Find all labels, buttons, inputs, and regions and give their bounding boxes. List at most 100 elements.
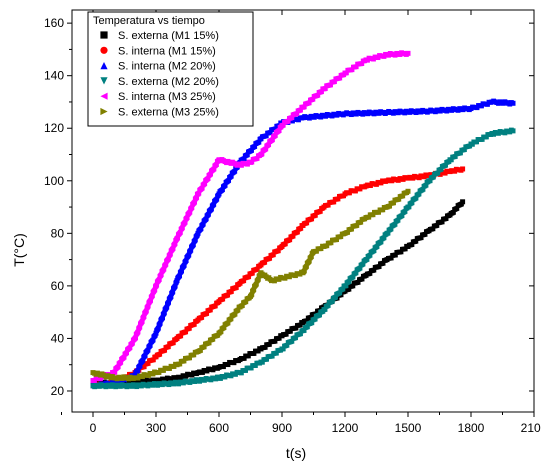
data-point — [150, 337, 156, 343]
data-point — [346, 286, 352, 292]
data-point — [370, 212, 376, 218]
data-point — [371, 267, 377, 273]
data-point — [422, 231, 428, 237]
data-point — [378, 239, 384, 245]
data-point — [267, 276, 273, 282]
data-point — [344, 70, 349, 76]
data-point — [335, 196, 341, 202]
data-point — [470, 141, 475, 147]
data-point — [318, 246, 324, 252]
data-point — [305, 324, 310, 330]
data-point — [388, 255, 394, 261]
data-point — [366, 214, 372, 220]
data-point — [162, 310, 167, 316]
data-point — [381, 235, 387, 241]
data-point — [109, 382, 115, 388]
data-point — [364, 257, 370, 262]
data-point — [282, 241, 288, 247]
data-point — [182, 219, 188, 225]
data-point — [398, 249, 404, 255]
data-point — [239, 370, 244, 376]
data-point — [423, 182, 429, 188]
data-point — [179, 268, 184, 274]
data-point — [299, 115, 304, 121]
data-point — [325, 202, 331, 208]
data-point — [214, 196, 220, 202]
data-point — [362, 216, 368, 222]
data-point — [192, 199, 198, 205]
data-point — [345, 230, 351, 235]
x-tick-label: 900 — [272, 421, 292, 435]
legend: Temperatura vs tiempo S. externa (M1 15%)… — [87, 11, 254, 127]
data-point — [154, 282, 160, 288]
data-point — [278, 245, 284, 250]
data-point — [166, 256, 171, 262]
data-point — [474, 139, 479, 145]
data-point — [314, 248, 319, 254]
data-point — [353, 270, 359, 276]
data-point — [162, 347, 168, 353]
data-point — [367, 252, 373, 258]
data-point — [276, 335, 282, 341]
data-point — [310, 96, 316, 102]
data-point — [409, 242, 415, 247]
data-point — [328, 240, 334, 246]
data-point — [178, 333, 184, 339]
data-point — [278, 274, 283, 280]
data-point — [304, 264, 309, 269]
data-point — [141, 314, 147, 320]
data-point — [322, 86, 328, 91]
data-point — [435, 170, 441, 176]
legend-item: S. externa (M1 15%) — [100, 30, 219, 42]
data-point — [446, 159, 452, 164]
data-point — [157, 320, 163, 326]
data-point — [194, 232, 200, 238]
data-point — [206, 211, 211, 217]
data-point — [388, 226, 394, 232]
data-point — [376, 209, 381, 215]
data-point — [221, 325, 227, 331]
data-point — [309, 216, 315, 222]
data-point — [334, 237, 339, 243]
data-point — [160, 315, 165, 321]
data-point — [362, 184, 367, 190]
data-point — [259, 151, 265, 157]
data-point — [272, 133, 278, 138]
data-point — [312, 212, 318, 218]
data-point — [343, 283, 349, 289]
data-point — [324, 243, 330, 249]
data-point — [396, 196, 402, 202]
x-tick-label: 1500 — [395, 421, 422, 435]
data-point — [462, 147, 467, 153]
data-point — [376, 264, 382, 269]
data-point — [274, 350, 279, 356]
data-point — [199, 185, 205, 191]
data-point — [445, 169, 451, 174]
data-point — [184, 215, 190, 221]
data-point — [293, 335, 298, 341]
data-point — [267, 130, 273, 135]
data-point — [304, 220, 310, 226]
data-point — [257, 360, 262, 366]
data-point — [225, 320, 231, 326]
data-point — [452, 154, 458, 159]
x-tick-label: 600 — [209, 421, 229, 435]
data-point — [222, 183, 228, 188]
data-point — [484, 134, 489, 140]
data-point — [200, 221, 206, 227]
data-point — [328, 82, 333, 88]
data-point — [458, 167, 464, 173]
data-point — [312, 316, 318, 322]
data-point — [130, 340, 135, 346]
data-point — [170, 289, 176, 295]
legend-label: S. externa (M3 25%) — [118, 107, 219, 119]
data-point — [299, 320, 304, 325]
legend-item: S. externa (M3 25%) — [100, 107, 219, 119]
data-point — [341, 72, 347, 78]
data-point — [186, 252, 192, 258]
data-point — [218, 329, 224, 335]
data-point — [241, 156, 247, 162]
data-point — [198, 226, 204, 232]
data-point — [137, 324, 143, 330]
data-point — [349, 67, 355, 73]
